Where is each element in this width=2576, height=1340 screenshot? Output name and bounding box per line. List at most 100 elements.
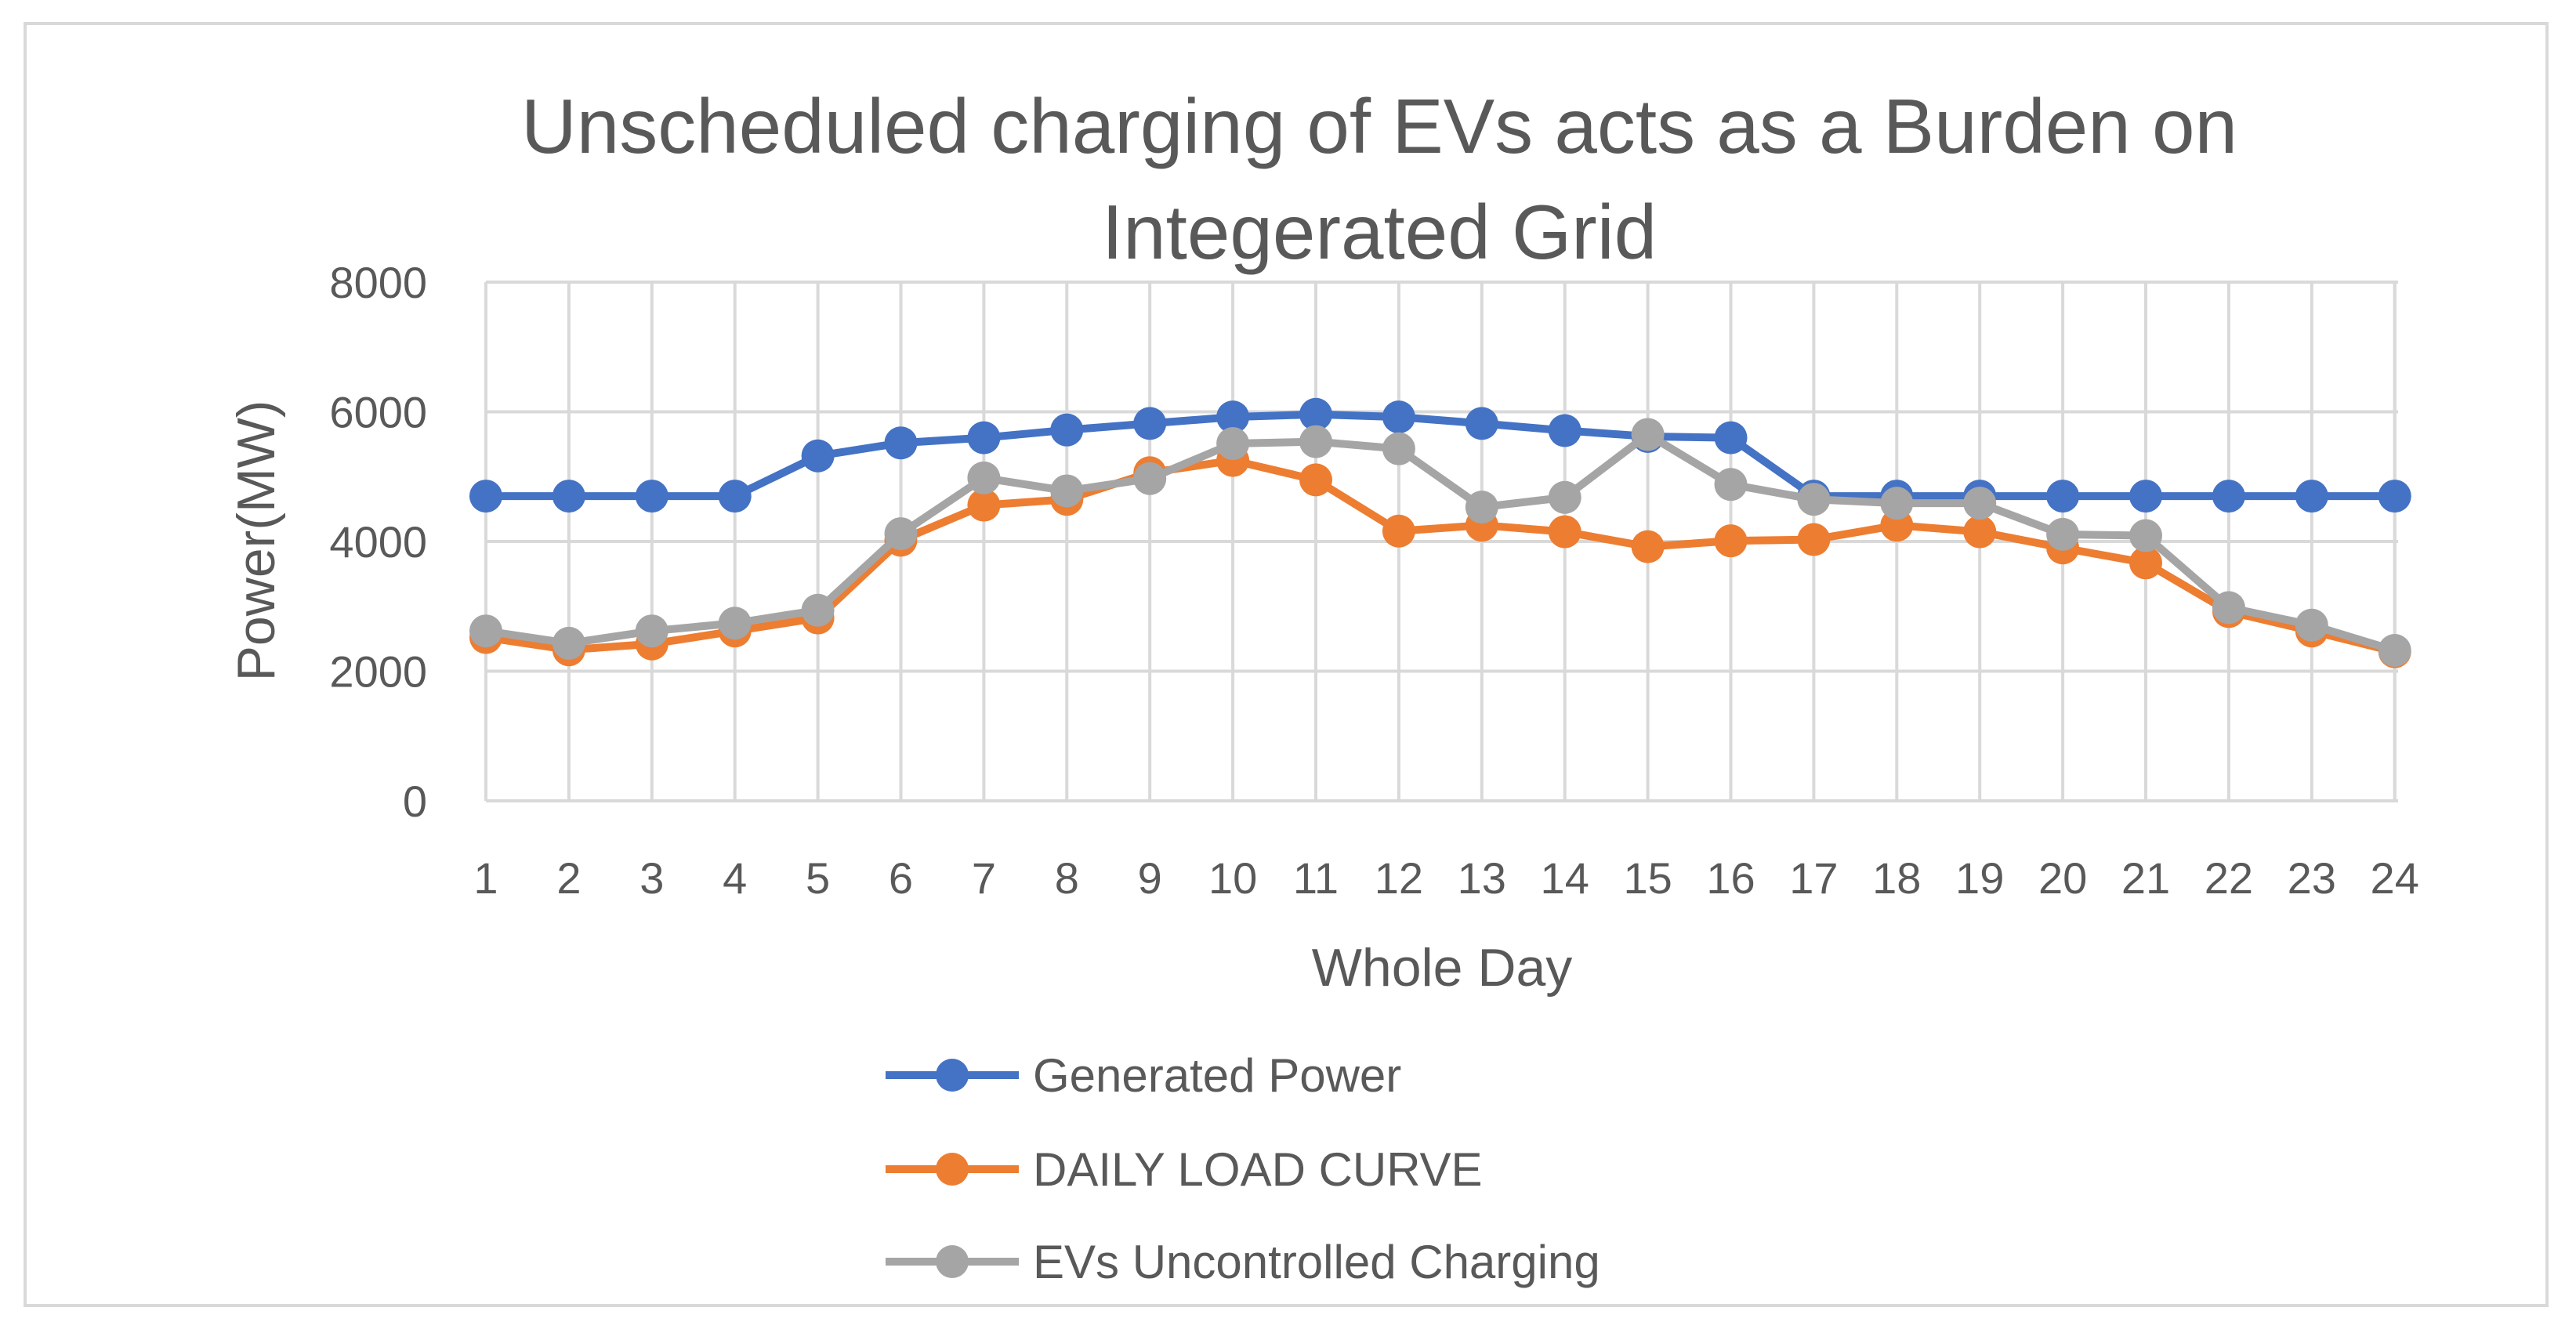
data-point-daily-load-curve	[1631, 530, 1665, 563]
series-layer	[469, 397, 2411, 668]
data-point-evs-uncontrolled-charging	[1714, 468, 1748, 502]
y-axis-ticks: 0 2000 4000 6000 8000	[329, 258, 427, 826]
x-tick-label: 24	[2371, 853, 2419, 903]
data-point-generated-power	[1548, 414, 1581, 447]
data-point-generated-power	[635, 480, 668, 513]
x-tick-label: 18	[1872, 853, 1921, 903]
chart-title-line-2: Integerated Grid	[1102, 189, 1657, 275]
series-line-generated-power	[486, 410, 2395, 501]
x-tick-label: 20	[2038, 853, 2087, 903]
y-tick-label: 4000	[329, 517, 427, 567]
x-tick-label: 1	[473, 853, 498, 903]
data-point-evs-uncontrolled-charging	[1382, 432, 1415, 465]
data-point-generated-power	[552, 480, 585, 513]
data-point-generated-power	[2295, 480, 2328, 513]
data-point-generated-power	[1714, 421, 1748, 455]
data-point-generated-power	[884, 426, 918, 460]
legend-item-evs-uncontrolled-charging: EVs Uncontrolled Charging	[886, 1236, 1600, 1288]
data-point-evs-uncontrolled-charging	[1133, 462, 1167, 495]
legend-item-daily-load-curve: DAILY LOAD CURVE	[886, 1143, 1483, 1196]
data-point-generated-power	[718, 480, 752, 513]
x-tick-label: 15	[1623, 853, 1672, 903]
data-point-generated-power	[2046, 480, 2080, 513]
legend-swatch-marker	[936, 1059, 969, 1092]
data-point-evs-uncontrolled-charging	[1797, 483, 1831, 516]
data-point-daily-load-curve	[2129, 546, 2162, 580]
x-tick-label: 3	[639, 853, 664, 903]
y-tick-label: 0	[403, 777, 427, 826]
data-point-generated-power	[1465, 407, 1498, 440]
plot-grid	[484, 281, 2398, 802]
x-axis-ticks: 1 2 3 4 5 6 7 8 9 10 11 12 13 14 15 16 17 18 19 20 21 22 23 24	[473, 853, 2418, 903]
data-point-generated-power	[1133, 407, 1167, 440]
x-axis-label: Whole Day	[1312, 938, 1573, 998]
data-point-generated-power	[1382, 400, 1415, 434]
data-point-evs-uncontrolled-charging	[2295, 608, 2328, 642]
legend-swatch-marker	[936, 1245, 969, 1278]
series-generated-power	[469, 397, 2411, 513]
x-tick-label: 14	[1541, 853, 1589, 903]
x-tick-label: 11	[1293, 853, 1339, 903]
chart-title-line-1: Unscheduled charging of EVs acts as a Bu…	[521, 83, 2237, 169]
x-tick-label: 4	[723, 853, 747, 903]
data-point-generated-power	[2378, 480, 2411, 513]
data-point-daily-load-curve	[1797, 523, 1831, 556]
data-point-evs-uncontrolled-charging	[1299, 425, 1332, 458]
data-point-evs-uncontrolled-charging	[469, 614, 502, 648]
legend-item-generated-power: Generated Power	[886, 1049, 1401, 1102]
y-tick-label: 6000	[329, 388, 427, 437]
x-tick-label: 21	[2121, 853, 2170, 903]
y-axis-label: Power(MW)	[226, 400, 286, 682]
x-tick-label: 9	[1138, 853, 1162, 903]
data-point-evs-uncontrolled-charging	[2378, 634, 2411, 668]
x-tick-label: 13	[1458, 853, 1506, 903]
data-point-generated-power	[2212, 480, 2245, 513]
data-point-evs-uncontrolled-charging	[1631, 418, 1665, 451]
x-tick-label: 16	[1706, 853, 1755, 903]
legend-label: Generated Power	[1033, 1049, 1401, 1102]
x-tick-label: 2	[556, 853, 581, 903]
y-tick-label: 8000	[329, 258, 427, 307]
data-point-generated-power	[469, 480, 502, 513]
data-point-evs-uncontrolled-charging	[1216, 427, 1250, 461]
x-tick-label: 7	[972, 853, 996, 903]
series-evs-uncontrolled-charging	[469, 418, 2411, 668]
data-point-daily-load-curve	[1299, 463, 1332, 497]
legend-label: DAILY LOAD CURVE	[1033, 1143, 1483, 1196]
series-line-daily-load-curve	[485, 456, 2396, 656]
data-point-evs-uncontrolled-charging	[801, 593, 835, 627]
chart-legend: Generated Power DAILY LOAD CURVE EVs Uncon…	[886, 1049, 1600, 1288]
data-point-evs-uncontrolled-charging	[1880, 487, 1914, 520]
x-tick-label: 10	[1208, 853, 1257, 903]
data-point-generated-power	[1299, 397, 1332, 431]
data-point-evs-uncontrolled-charging	[884, 517, 918, 551]
data-point-daily-load-curve	[1963, 515, 1997, 549]
x-tick-label: 6	[889, 853, 913, 903]
data-point-evs-uncontrolled-charging	[718, 607, 752, 640]
data-point-evs-uncontrolled-charging	[1050, 474, 1084, 508]
x-tick-label: 5	[806, 853, 830, 903]
data-point-generated-power	[2129, 480, 2162, 513]
data-point-daily-load-curve	[1714, 524, 1748, 558]
data-point-generated-power	[1050, 413, 1084, 447]
data-point-evs-uncontrolled-charging	[2129, 519, 2162, 552]
data-point-daily-load-curve	[967, 488, 1001, 522]
chart-title: Unscheduled charging of EVs acts as a Bu…	[521, 83, 2237, 275]
data-point-evs-uncontrolled-charging	[1963, 487, 1997, 520]
legend-swatch-marker	[936, 1153, 969, 1186]
data-point-evs-uncontrolled-charging	[1548, 480, 1581, 514]
legend-label: EVs Uncontrolled Charging	[1033, 1236, 1600, 1288]
data-point-daily-load-curve	[1382, 514, 1415, 548]
x-tick-label: 17	[1789, 853, 1838, 903]
x-tick-label: 12	[1375, 853, 1423, 903]
x-tick-label: 19	[1955, 853, 2004, 903]
data-point-generated-power	[801, 439, 835, 473]
x-tick-label: 23	[2288, 853, 2336, 903]
y-tick-label: 2000	[329, 647, 427, 697]
data-point-generated-power	[1216, 400, 1250, 434]
data-point-daily-load-curve	[1548, 515, 1581, 549]
data-point-evs-uncontrolled-charging	[552, 626, 585, 660]
chart-frame	[24, 22, 2549, 1307]
x-tick-label: 22	[2205, 853, 2253, 903]
data-point-evs-uncontrolled-charging	[2212, 591, 2245, 625]
